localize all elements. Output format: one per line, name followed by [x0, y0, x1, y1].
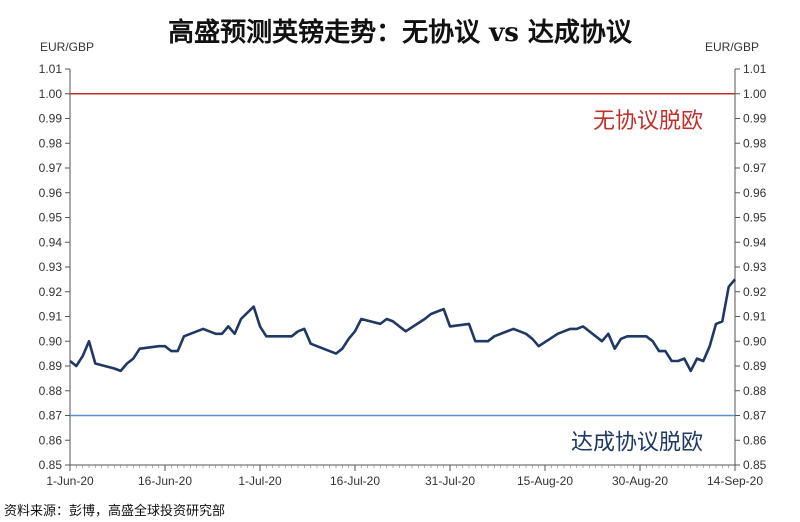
- right-y-tick-label: 0.95: [743, 211, 767, 225]
- right-axis-unit-label: EUR/GBP: [705, 40, 759, 54]
- series-layer: [69, 278, 736, 373]
- left-y-tick-label: 0.94: [39, 235, 63, 249]
- x-tick-label: 14-Sep-20: [707, 474, 763, 488]
- x-tick-label: 31-Jul-20: [425, 474, 475, 488]
- left-y-tick-label: 0.95: [39, 211, 63, 225]
- left-y-tick-label: 0.87: [39, 409, 63, 423]
- eur-gbp-series-line: [69, 278, 736, 373]
- left-y-tick-label: 0.92: [39, 285, 63, 299]
- right-y-tick-label: 0.98: [743, 136, 767, 150]
- right-y-tick-label: 0.93: [743, 260, 767, 274]
- left-y-tick-label: 0.98: [39, 136, 63, 150]
- right-y-tick-label: 0.88: [743, 384, 767, 398]
- source-note: 资料来源：彭博，高盛全球投资研究部: [4, 503, 225, 519]
- no-deal-label: 无协议脱欧: [593, 109, 703, 134]
- left-y-tick-label: 0.96: [39, 186, 63, 200]
- left-y-tick-label: 0.91: [39, 310, 63, 324]
- right-y-tick-label: 0.92: [743, 285, 767, 299]
- right-y-tick-label: 0.99: [743, 112, 767, 126]
- right-y-tick-label: 1.00: [743, 87, 767, 101]
- left-y-tick-label: 1.00: [39, 87, 63, 101]
- left-y-tick-label: 0.85: [39, 458, 63, 472]
- deal-label: 达成协议脱欧: [571, 431, 703, 456]
- left-axis-unit-label: EUR/GBP: [40, 40, 94, 54]
- right-y-tick-label: 0.94: [743, 235, 767, 249]
- right-y-tick-label: 0.97: [743, 161, 767, 175]
- right-y-tick-label: 0.90: [743, 334, 767, 348]
- left-y-tick-label: 0.86: [39, 433, 63, 447]
- right-y-tick-label: 0.85: [743, 458, 767, 472]
- left-y-tick-label: 0.93: [39, 260, 63, 274]
- right-y-tick-label: 0.87: [743, 409, 767, 423]
- right-y-tick-label: 1.01: [743, 62, 767, 76]
- chart-title: 高盛预测英镑走势：无协议 vs 达成协议: [168, 17, 633, 48]
- left-y-tick-label: 0.89: [39, 359, 63, 373]
- right-y-tick-label: 0.96: [743, 186, 767, 200]
- left-y-tick-label: 0.99: [39, 112, 63, 126]
- left-y-tick-label: 1.01: [39, 62, 63, 76]
- x-tick-label: 1-Jun-20: [46, 474, 94, 488]
- x-tick-label: 16-Jun-20: [138, 474, 192, 488]
- x-tick-label: 1-Jul-20: [238, 474, 282, 488]
- right-y-tick-label: 0.89: [743, 359, 767, 373]
- axes: 0.85 0.85 0.86 0.86 0.87 0.87 0.88 0.88 0.89 0.89…: [39, 62, 767, 488]
- x-tick-label: 30-Aug-20: [612, 474, 668, 488]
- x-tick-label: 15-Aug-20: [517, 474, 573, 488]
- left-y-tick-label: 0.90: [39, 334, 63, 348]
- left-y-tick-label: 0.97: [39, 161, 63, 175]
- x-tick-label: 16-Jul-20: [330, 474, 380, 488]
- left-y-tick-label: 0.88: [39, 384, 63, 398]
- right-y-tick-label: 0.91: [743, 310, 767, 324]
- right-y-tick-label: 0.86: [743, 433, 767, 447]
